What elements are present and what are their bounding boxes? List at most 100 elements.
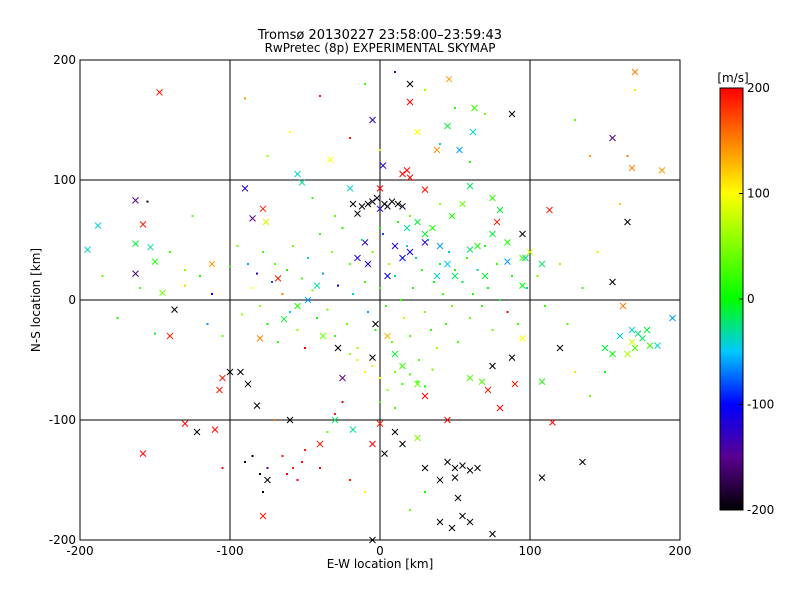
data-point-dot <box>289 131 291 133</box>
data-point-dot <box>386 389 389 391</box>
data-point-dot <box>596 251 599 253</box>
data-point-dot <box>379 377 381 379</box>
data-point-dot <box>487 287 489 289</box>
data-point-dot <box>301 277 303 280</box>
data-point-dot <box>409 335 411 337</box>
data-point-x <box>489 362 496 370</box>
data-point-dot <box>316 317 318 319</box>
data-point-dot <box>356 347 359 349</box>
colorbar-ticks: 200 100 0 -100 -200 <box>739 81 774 517</box>
data-point-x <box>384 272 391 280</box>
data-point-dot <box>311 197 314 199</box>
data-point-x <box>549 419 556 426</box>
data-point-dot <box>211 293 213 295</box>
data-point-x <box>298 179 306 186</box>
data-point-x <box>444 416 451 424</box>
y-tick-label: 200 <box>53 53 76 67</box>
data-point-x <box>399 440 406 448</box>
data-point-x <box>421 464 429 472</box>
data-point-dot <box>146 200 149 203</box>
data-point-dot <box>466 257 468 259</box>
data-point-dot <box>401 383 404 385</box>
data-point-x <box>429 224 436 232</box>
data-point-x <box>414 434 421 442</box>
data-point-dot <box>394 275 396 277</box>
data-point-dot <box>484 245 486 247</box>
data-point-x <box>526 248 534 256</box>
data-point-x <box>538 474 546 481</box>
data-point-dot <box>511 275 513 277</box>
data-point-x <box>445 75 453 83</box>
data-point-dot <box>394 407 396 409</box>
data-point-dot <box>191 215 194 217</box>
data-point-dot <box>352 293 354 295</box>
data-point-x <box>466 246 474 253</box>
data-point-dot <box>154 332 156 335</box>
data-point-dot <box>334 413 336 415</box>
data-point-dot <box>361 239 363 241</box>
data-point-dot <box>416 380 419 383</box>
data-point-x <box>508 110 516 118</box>
data-point-x <box>484 386 492 394</box>
data-point-x <box>211 426 219 433</box>
chart-subtitle: RwPretec (8p) EXPERIMENTAL SKYMAP <box>265 41 496 55</box>
data-point-dot <box>116 317 119 319</box>
data-point-x <box>619 302 627 310</box>
data-point-x <box>469 128 477 136</box>
data-point-dot <box>499 299 501 301</box>
data-point-dot <box>292 467 294 469</box>
data-point-x <box>388 198 396 205</box>
data-point-dot <box>271 281 273 283</box>
data-point-dot <box>286 269 288 271</box>
data-point-x <box>391 242 399 250</box>
data-point-x <box>496 404 504 412</box>
data-point-dot <box>346 323 348 325</box>
y-axis-label: N-S location [km] <box>29 248 43 352</box>
data-point-x <box>381 450 388 457</box>
data-point-dot <box>517 323 519 325</box>
data-point-dot <box>454 107 456 109</box>
data-point-x <box>256 335 264 342</box>
data-point-dot <box>101 275 104 277</box>
data-point-dot <box>484 113 486 115</box>
data-point-dot <box>274 419 276 421</box>
data-point-dot <box>472 293 474 295</box>
data-point-x <box>454 494 462 502</box>
data-point-dot <box>277 341 279 343</box>
data-point-x <box>331 416 339 424</box>
data-point-x <box>208 260 216 268</box>
data-point-x <box>628 338 636 346</box>
data-point-dot <box>169 251 171 253</box>
data-point-x <box>631 344 639 352</box>
data-point-x <box>259 205 267 213</box>
data-point-x <box>244 380 252 388</box>
data-point-x <box>459 462 466 469</box>
data-point-x <box>433 272 441 280</box>
data-point-x <box>181 420 189 427</box>
plot-frame <box>79 59 681 541</box>
data-point-dot <box>433 281 435 283</box>
data-point-x <box>471 104 478 112</box>
colorbar-tick-label: -100 <box>747 398 774 412</box>
data-point-x <box>253 402 261 409</box>
data-point-x <box>444 458 451 466</box>
data-point-dot <box>281 455 284 457</box>
data-point-dot <box>400 299 402 301</box>
data-point-x <box>508 354 516 361</box>
data-point-dot <box>439 143 441 145</box>
data-point-x <box>313 282 321 289</box>
data-point-x <box>132 240 139 247</box>
data-point-x <box>654 342 661 349</box>
data-point-dot <box>301 461 303 463</box>
data-point-dot <box>431 368 434 371</box>
data-point-dot <box>418 359 420 361</box>
data-point-x <box>616 332 624 340</box>
data-point-x <box>369 354 376 361</box>
data-point-dot <box>371 251 374 253</box>
data-point-dot <box>341 401 344 403</box>
data-point-x <box>391 428 399 436</box>
data-point-dot <box>506 311 509 313</box>
data-point-dot <box>229 265 231 268</box>
data-point-dot <box>251 455 254 457</box>
data-point-x <box>294 170 301 178</box>
